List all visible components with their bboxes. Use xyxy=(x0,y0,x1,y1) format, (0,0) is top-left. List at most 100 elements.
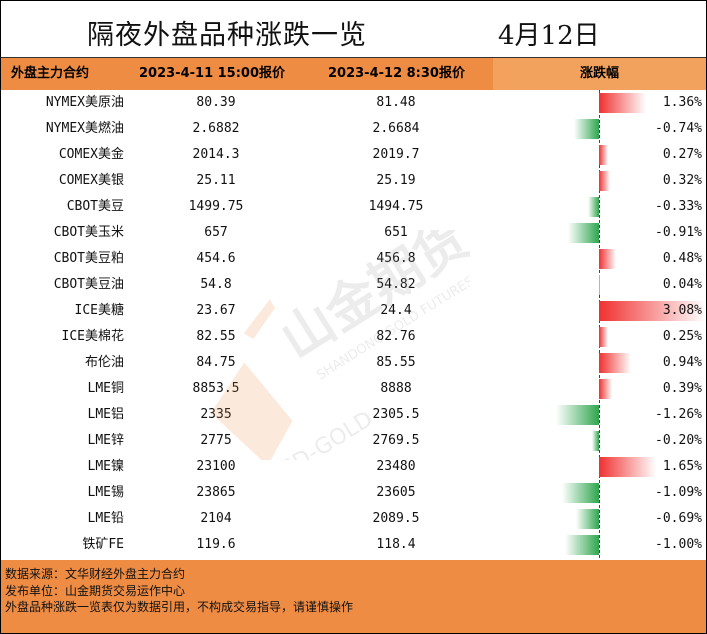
row-change-pct: 0.32% xyxy=(662,173,702,188)
row-prev-price: 2104 xyxy=(200,511,232,526)
change-bar xyxy=(592,431,599,451)
row-curr-price: 118.4 xyxy=(376,537,416,552)
table-row: LME铝 2335 2305.5 -1.26% xyxy=(1,402,706,428)
row-change-pct: -0.74% xyxy=(655,121,702,136)
row-prev-price: 119.6 xyxy=(196,537,236,552)
row-change-pct: 0.39% xyxy=(662,381,702,396)
row-prev-price: 2.6882 xyxy=(192,121,240,136)
row-name: LME铅 xyxy=(87,511,124,526)
table-row: CBOT美玉米 657 651 -0.91% xyxy=(1,220,706,246)
row-name: CBOT美豆油 xyxy=(53,277,124,292)
row-name: COMEX美银 xyxy=(58,173,124,188)
row-curr-price: 2305.5 xyxy=(372,407,420,422)
row-curr-price: 456.8 xyxy=(376,251,416,266)
table-row: 布伦油 84.75 85.55 0.94% xyxy=(1,350,706,376)
row-curr-price: 54.82 xyxy=(376,277,416,292)
change-bar xyxy=(573,119,599,139)
footer-disclaimer: 外盘品种涨跌一览表仅为数据引用，不构成交易指导，请谨慎操作 xyxy=(5,600,354,614)
row-curr-price: 24.4 xyxy=(380,303,412,318)
report-date: 4月12日 xyxy=(498,21,600,51)
row-name: NYMEX美燃油 xyxy=(45,121,124,136)
table-header: 外盘主力合约 2023-4-11 15:00报价 2023-4-12 8:30报… xyxy=(1,58,706,90)
row-name: CBOT美豆粕 xyxy=(53,251,124,266)
table-row: LME锡 23865 23605 -1.09% xyxy=(1,480,706,506)
header-change: 涨跌幅 xyxy=(493,58,706,90)
change-bar xyxy=(599,457,656,477)
row-prev-price: 82.55 xyxy=(196,329,236,344)
row-name: CBOT美玉米 xyxy=(53,225,124,240)
row-prev-price: 23100 xyxy=(196,459,236,474)
header-curr-price: 2023-4-12 8:30报价 xyxy=(328,66,465,81)
row-prev-price: 25.11 xyxy=(196,173,236,188)
change-bar xyxy=(568,223,599,243)
row-prev-price: 8853.5 xyxy=(192,381,240,396)
row-name: ICE美棉花 xyxy=(61,329,124,344)
row-curr-price: 82.76 xyxy=(376,329,416,344)
change-bar xyxy=(561,483,599,503)
row-change-pct: -0.91% xyxy=(655,225,702,240)
row-prev-price: 84.75 xyxy=(196,355,236,370)
row-prev-price: 1499.75 xyxy=(188,199,244,214)
row-name: LME锡 xyxy=(87,485,124,500)
row-change-pct: 1.36% xyxy=(662,95,702,110)
header-prev-price: 2023-4-11 15:00报价 xyxy=(139,66,286,81)
table-body: NYMEX美原油 80.39 81.48 1.36% NYMEX美燃油 2.6882 2.6… xyxy=(1,90,706,558)
change-bar xyxy=(599,327,608,347)
row-change-pct: 0.48% xyxy=(662,251,702,266)
change-bar xyxy=(599,145,609,165)
row-change-pct: 0.04% xyxy=(662,277,702,292)
row-change-pct: 1.65% xyxy=(662,459,702,474)
row-name: NYMEX美原油 xyxy=(45,95,124,110)
row-change-pct: 0.25% xyxy=(662,329,702,344)
row-name: LME镍 xyxy=(87,459,124,474)
table-row: COMEX美银 25.11 25.19 0.32% xyxy=(1,168,706,194)
row-prev-price: 23865 xyxy=(196,485,236,500)
header-name: 外盘主力合约 xyxy=(11,66,90,81)
table-row: NYMEX美原油 80.39 81.48 1.36% xyxy=(1,90,706,116)
row-curr-price: 23480 xyxy=(376,459,416,474)
change-bar xyxy=(599,249,616,269)
row-curr-price: 85.55 xyxy=(376,355,416,370)
row-name: ICE美糖 xyxy=(74,303,124,318)
row-change-pct: -1.00% xyxy=(655,537,702,552)
footer-publisher: 发布单位：山金期货交易运作中心 xyxy=(5,584,186,598)
row-change-pct: 0.94% xyxy=(662,355,702,370)
row-change-pct: -1.26% xyxy=(655,407,702,422)
row-prev-price: 80.39 xyxy=(196,95,236,110)
table-row: CBOT美豆粕 454.6 456.8 0.48% xyxy=(1,246,706,272)
row-curr-price: 2089.5 xyxy=(372,511,420,526)
row-name: LME锌 xyxy=(87,433,124,448)
table-row: ICE美糖 23.67 24.4 3.08% xyxy=(1,298,706,324)
row-name: 布伦油 xyxy=(84,355,124,370)
row-name: LME铜 xyxy=(87,381,124,396)
change-bar xyxy=(599,275,601,295)
row-change-pct: -1.09% xyxy=(655,485,702,500)
bar-axis xyxy=(599,90,600,558)
row-curr-price: 23605 xyxy=(376,485,416,500)
table-row: LME铅 2104 2089.5 -0.69% xyxy=(1,506,706,532)
table-row: LME镍 23100 23480 1.65% xyxy=(1,454,706,480)
table-row: NYMEX美燃油 2.6882 2.6684 -0.74% xyxy=(1,116,706,142)
change-bar xyxy=(575,509,599,529)
row-prev-price: 54.8 xyxy=(200,277,232,292)
table-row: LME锌 2775 2769.5 -0.20% xyxy=(1,428,706,454)
table-row: ICE美棉花 82.55 82.76 0.25% xyxy=(1,324,706,350)
row-curr-price: 25.19 xyxy=(376,173,416,188)
page-title: 隔夜外盘品种涨跌一览 xyxy=(87,20,367,51)
row-prev-price: 454.6 xyxy=(196,251,236,266)
change-bar xyxy=(565,535,599,555)
change-bar xyxy=(599,379,613,399)
table-row: CBOT美豆 1499.75 1494.75 -0.33% xyxy=(1,194,706,220)
row-curr-price: 81.48 xyxy=(376,95,416,110)
row-change-pct: 3.08% xyxy=(662,303,702,318)
row-curr-price: 651 xyxy=(384,225,408,240)
row-name: COMEX美金 xyxy=(58,147,124,162)
change-bar xyxy=(556,405,599,425)
change-bar xyxy=(599,93,646,113)
row-change-pct: -0.33% xyxy=(655,199,702,214)
row-change-pct: 0.27% xyxy=(662,147,702,162)
table-row: LME铜 8853.5 8888 0.39% xyxy=(1,376,706,402)
row-curr-price: 2019.7 xyxy=(372,147,420,162)
footer: 数据来源：文华财经外盘主力合约 发布单位：山金期货交易运作中心 外盘品种涨跌一览… xyxy=(1,560,706,633)
row-curr-price: 2769.5 xyxy=(372,433,420,448)
